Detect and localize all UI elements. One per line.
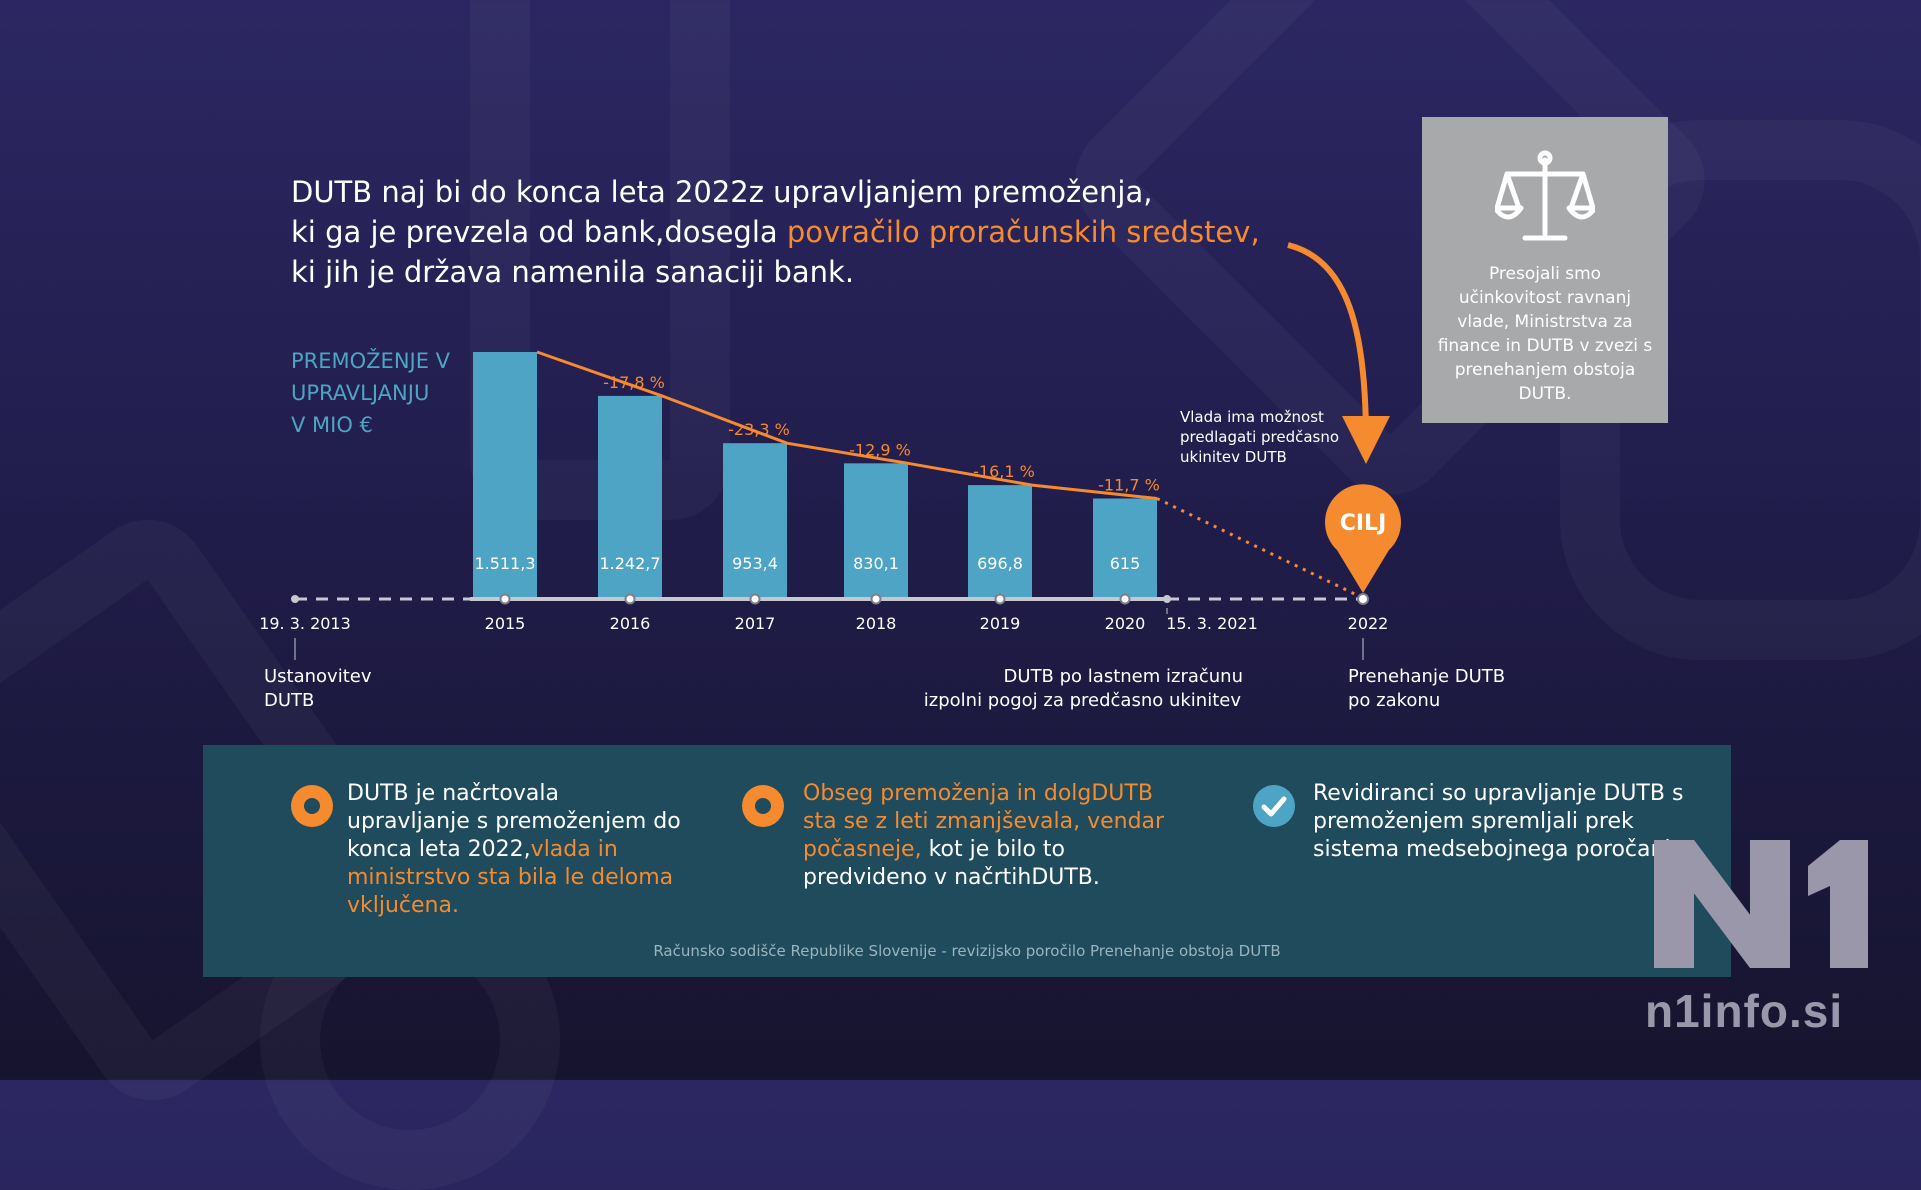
milestone-note-line: DUTB po lastnem izračunu — [1004, 666, 1243, 687]
change-label-2018: -12,9 % — [849, 440, 911, 459]
change-label-2019: -16,1 % — [973, 462, 1035, 481]
tick-label-2018: 2018 — [856, 614, 897, 633]
data-label-2015: 1.511,3 — [474, 554, 535, 573]
option-note-line: ukinitev DUTB — [1180, 448, 1287, 466]
bar-2016 — [598, 395, 662, 599]
milestone-note-line: izpolni pogoj za predčasno ukinitev — [924, 690, 1242, 711]
headline-line-3: ki jih je država namenila sanaciji bank. — [291, 255, 855, 289]
site-name: n1info.si — [1645, 985, 1844, 1037]
change-label-2017: -23,3 % — [728, 420, 790, 439]
info-box-text: Presojali smo učinkovitost ravnanj vlade… — [1437, 264, 1653, 404]
target-icon — [742, 785, 784, 827]
trend-line — [536, 350, 1158, 500]
headline: DUTB naj bi do konca leta 2022z upravlja… — [291, 172, 1341, 292]
tick-label-2016: 2016 — [610, 614, 651, 633]
headline-line-1: DUTB naj bi do konca leta 2022z upravlja… — [291, 175, 1153, 209]
goal-pin-icon — [1325, 484, 1401, 593]
info-box: Presojali smo učinkovitost ravnanj vlade… — [1422, 117, 1668, 423]
finding-3-text: Revidiranci so upravljanje DUTB s premož… — [1313, 781, 1692, 862]
check-icon — [1253, 785, 1295, 827]
bar-2017 — [723, 443, 787, 599]
timeline-dot-2015 — [499, 593, 511, 605]
y-axis-label-line: UPRAVLJANJU — [291, 381, 430, 405]
start-date-label: 19. 3. 2013 — [259, 614, 351, 633]
finding-3: Revidiranci so upravljanje DUTB s premož… — [1313, 780, 1693, 864]
timeline-dot-2016 — [624, 593, 636, 605]
source-note: Računsko sodišče Republike Slovenije - r… — [653, 942, 1281, 960]
scales-icon — [1495, 150, 1595, 241]
timeline-dot-2019 — [994, 593, 1006, 605]
goal-label: CILJ — [1340, 511, 1387, 536]
milestone-date-label: 15. 3. 2021 — [1166, 614, 1258, 633]
tick-label-2019: 2019 — [980, 614, 1021, 633]
end-note-line: Prenehanje DUTB — [1348, 666, 1505, 687]
bar-2018 — [844, 463, 908, 599]
tick-label-2015: 2015 — [485, 614, 526, 633]
data-label-2019: 696,8 — [977, 554, 1023, 573]
y-axis-label-line: V MIO € — [291, 413, 373, 437]
option-note-line: Vlada ima možnost — [1180, 408, 1324, 426]
target-icon — [291, 785, 333, 827]
timeline-dot-start — [291, 595, 299, 603]
timeline-dot-2017 — [749, 593, 761, 605]
timeline-dot-2020 — [1119, 593, 1131, 605]
timeline-dot-milestone — [1163, 595, 1171, 603]
finding-2: Obseg premoženja in dolgDUTB sta se z le… — [803, 780, 1193, 892]
n1-logo — [1654, 840, 1868, 968]
data-label-2017: 953,4 — [732, 554, 778, 573]
data-label-2020: 615 — [1110, 554, 1141, 573]
bar-2015 — [473, 352, 537, 599]
y-axis-label-line: PREMOŽENJE V — [291, 349, 451, 373]
finding-2-text: kot je bilo to predvideno v načrtihDUTB. — [803, 837, 1100, 890]
start-note-line: DUTB — [264, 690, 314, 711]
start-note-line: Ustanovitev — [264, 666, 372, 687]
timeline-dot-2018 — [870, 593, 882, 605]
y-axis-label: PREMOŽENJE V UPRAVLJANJU V MIO € — [291, 345, 491, 441]
finding-1: DUTB je načrtovala upravljanje s premože… — [347, 780, 687, 920]
tick-label-2017: 2017 — [735, 614, 776, 633]
end-year-label: 2022 — [1348, 614, 1389, 633]
option-note-line: predlagati predčasno — [1180, 428, 1339, 446]
headline-line-2-text: ki ga je prevzela od bank,dosegla — [291, 215, 778, 249]
finding-1-text: DUTB je načrtovala upravljanje s premože… — [347, 781, 681, 862]
goal-arrow — [1287, 242, 1390, 464]
headline-highlight: povračilo proračunskih sredstev, — [786, 215, 1260, 249]
bar-2019 — [968, 485, 1032, 599]
headline-line-2: ki ga je prevzela od bank,dosegla povrač… — [291, 212, 1341, 252]
findings-panel: DUTB je načrtovala upravljanje s premože… — [203, 745, 1731, 977]
finding-2-highlight: Obseg premoženja in dolgDUTB sta se z le… — [803, 781, 1165, 862]
data-label-2016: 1.242,7 — [599, 554, 660, 573]
asset-chart: 1.511,3 2015 1.242,7 2016 953,4 2017 830,1 2018… — [259, 242, 1505, 711]
check-mark — [1261, 796, 1287, 817]
change-label-2020: -11,7 % — [1098, 475, 1160, 494]
tick-label-2020: 2020 — [1105, 614, 1146, 633]
finding-1-highlight: vlada in ministrstvo sta bila le deloma … — [347, 837, 674, 918]
timeline-dot-goal — [1357, 593, 1369, 605]
bar-2020 — [1093, 498, 1157, 599]
change-label-2016: -17,8 % — [603, 373, 665, 392]
data-label-2018: 830,1 — [853, 554, 899, 573]
end-note-line: po zakonu — [1348, 690, 1440, 711]
projection-line — [1156, 497, 1364, 600]
